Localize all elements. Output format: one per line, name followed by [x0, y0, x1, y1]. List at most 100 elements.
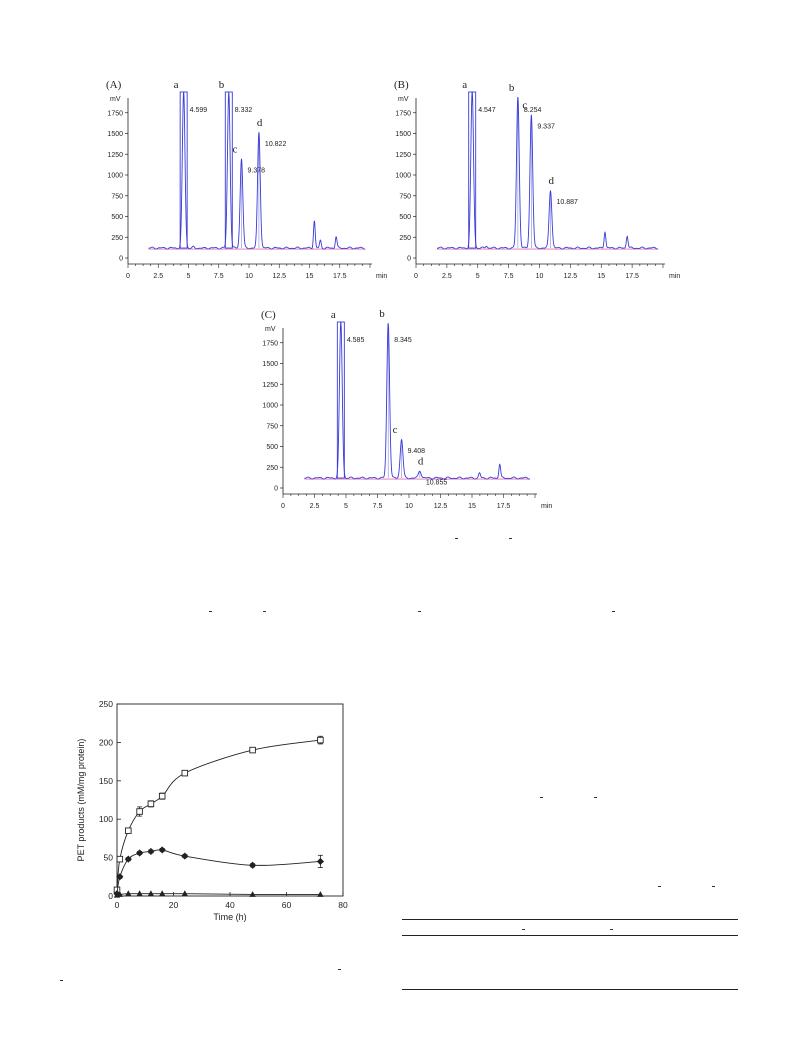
pet-products-chart: 0 50 100 150 200 250 0 20 40 60 80 Time (h) PET prod…	[60, 695, 360, 935]
chrom-a-y-tick-label: 1000	[107, 173, 123, 180]
data-point-diamond	[181, 852, 189, 860]
data-point-square	[158, 792, 166, 800]
chrom-c-peak-letter-c: c	[393, 424, 398, 436]
series-line-filled-triangle	[116, 893, 321, 896]
chrom-c-peak-rt-d: 10.855	[426, 480, 448, 487]
chrom-a-peak-letter-b: b	[219, 79, 225, 91]
data-point-diamond	[316, 857, 324, 866]
chrom-c-y-tick-label: 500	[266, 444, 278, 451]
chrom-a-peak-rt-c: 9.378	[247, 167, 265, 174]
chrom-a-y-tick-label: 500	[111, 214, 123, 221]
chrom-c-y-tick-label: 750	[266, 423, 278, 430]
chrom-c-peak-letter-d: d	[418, 456, 424, 468]
chrom-c-x-tick-label: 10	[405, 503, 413, 510]
data-point-diamond	[124, 855, 132, 863]
chrom-a-x-tick-label: 2.5	[153, 273, 163, 280]
data-point-triangle	[136, 890, 143, 897]
x-tick-label: 60	[282, 900, 292, 910]
chromatogram-a-plot: (A) mV 0 250 500 750 1000 1250 1500 1750 0 2.5 5 7.5 1…	[106, 79, 387, 280]
chrom-a-panel-label: (A)	[106, 79, 122, 91]
chrom-b-y-tick-label: 250	[399, 235, 411, 242]
y-tick-label: 200	[99, 737, 113, 747]
chrom-a-x-tick-label: 15	[306, 273, 314, 280]
chrom-a-y-tick-label: 1250	[107, 152, 123, 159]
table-top-rule	[402, 919, 738, 920]
chrom-b-peak-a	[468, 91, 477, 249]
chrom-b-y-tick-label: 750	[399, 193, 411, 200]
chrom-a-peak-a	[179, 91, 188, 249]
chrom-a-peak-b	[224, 91, 233, 249]
chrom-c-x-tick-label: 0	[281, 503, 285, 510]
chrom-b-x-unit: min	[669, 273, 680, 280]
data-point-square	[136, 808, 143, 815]
text-fragment	[60, 980, 63, 981]
text-fragment	[612, 611, 615, 612]
chrom-c-trace	[304, 321, 531, 480]
chrom-b-peak-rt-c: 9.337	[537, 123, 555, 130]
data-point-triangle	[181, 890, 188, 897]
chrom-a-peak-letter-d: d	[257, 117, 263, 129]
data-point-square	[249, 746, 256, 754]
chrom-a-peak-rt-a: 4.599	[190, 107, 208, 114]
chrom-a-peak-letter-c: c	[232, 143, 237, 155]
chrom-b-peak-letter-d: d	[548, 175, 554, 187]
data-point-square	[147, 800, 155, 808]
chrom-a-peak-rt-b: 8.332	[235, 107, 253, 114]
chrom-b-x-tick-label: 17.5	[625, 273, 639, 280]
chrom-b-peak-letter-c: c	[522, 99, 527, 111]
chrom-b-y-tick-label: 1250	[395, 152, 411, 159]
chrom-a-x-unit: min	[376, 273, 387, 280]
chrom-b-y-unit: mV	[398, 96, 409, 103]
data-point-triangle	[317, 891, 324, 897]
chrom-a-y-tick-label: 750	[111, 193, 123, 200]
y-axis-label: PET products (mM/mg protein)	[76, 739, 86, 862]
chrom-c-y-tick-label: 1000	[262, 403, 278, 410]
table-header-rule	[402, 935, 738, 936]
chrom-a-trace	[148, 91, 366, 250]
text-fragment	[455, 538, 458, 539]
chrom-c-x-tick-label: 17.5	[497, 503, 511, 510]
chrom-c-x-tick-label: 5	[344, 503, 348, 510]
chromatogram-a: (A) mV 0 250 500 750 1000 1250 1500 1750 0 2.5 5 7.5 1…	[100, 70, 390, 290]
data-point-square	[116, 855, 124, 863]
text-fragment	[522, 929, 525, 930]
chrom-c-peak-rt-a: 4.585	[347, 337, 365, 344]
chromatogram-c: (C) mV 0 250 500 750 1000 1250 1500 1750 0 2.5 5 7.5 1…	[255, 300, 555, 520]
chrom-c-y-unit: mV	[265, 326, 276, 333]
data-point-triangle	[147, 890, 155, 897]
y-tick-label: 150	[99, 776, 113, 786]
chrom-b-panel-label: (B)	[394, 79, 409, 91]
x-tick-label: 40	[225, 900, 235, 910]
chrom-b-x-tick-label: 0	[414, 273, 418, 280]
chrom-c-x-unit: min	[541, 503, 552, 510]
y-tick-label: 250	[99, 699, 113, 709]
chrom-b-y-tick-label: 1500	[395, 131, 411, 138]
chrom-a-x-tick-label: 10	[245, 273, 253, 280]
chrom-c-y-tick-label: 0	[274, 486, 278, 493]
data-point-triangle	[159, 890, 166, 897]
text-fragment	[712, 886, 715, 887]
chromatogram-b: (B) mV 0 250 500 750 1000 1250 1500 1750 0 2.5 5 7.5 1…	[388, 70, 683, 290]
chrom-c-y-tick-label: 1500	[262, 361, 278, 368]
text-fragment	[209, 611, 212, 612]
series-line-filled-diamond	[116, 849, 321, 894]
chromatogram-b-plot: (B) mV 0 250 500 750 1000 1250 1500 1750 0 2.5 5 7.5 1…	[394, 79, 680, 280]
chrom-b-y-tick-label: 500	[399, 214, 411, 221]
y-tick-label: 100	[99, 814, 113, 824]
chrom-c-peak-letter-b: b	[379, 308, 385, 320]
data-point-diamond	[249, 861, 257, 869]
chrom-a-y-tick-label: 0	[119, 256, 123, 263]
data-point-diamond	[136, 849, 144, 857]
chrom-a-x-tick-label: 17.5	[333, 273, 347, 280]
chrom-a-peak-rt-d: 10.822	[265, 141, 287, 148]
chrom-c-peak-rt-b: 8.345	[394, 337, 412, 344]
chrom-c-x-tick-label: 12.5	[434, 503, 448, 510]
series-line-open-square	[116, 739, 321, 890]
data-point-diamond	[147, 847, 155, 856]
text-fragment	[418, 611, 421, 612]
y-tick-label: 0	[108, 891, 113, 901]
chrom-c-y-tick-label: 1750	[262, 340, 278, 347]
chrom-a-x-tick-label: 12.5	[272, 273, 286, 280]
y-tick-label: 50	[104, 853, 114, 863]
chrom-b-peak-rt-a: 4.547	[478, 107, 496, 114]
